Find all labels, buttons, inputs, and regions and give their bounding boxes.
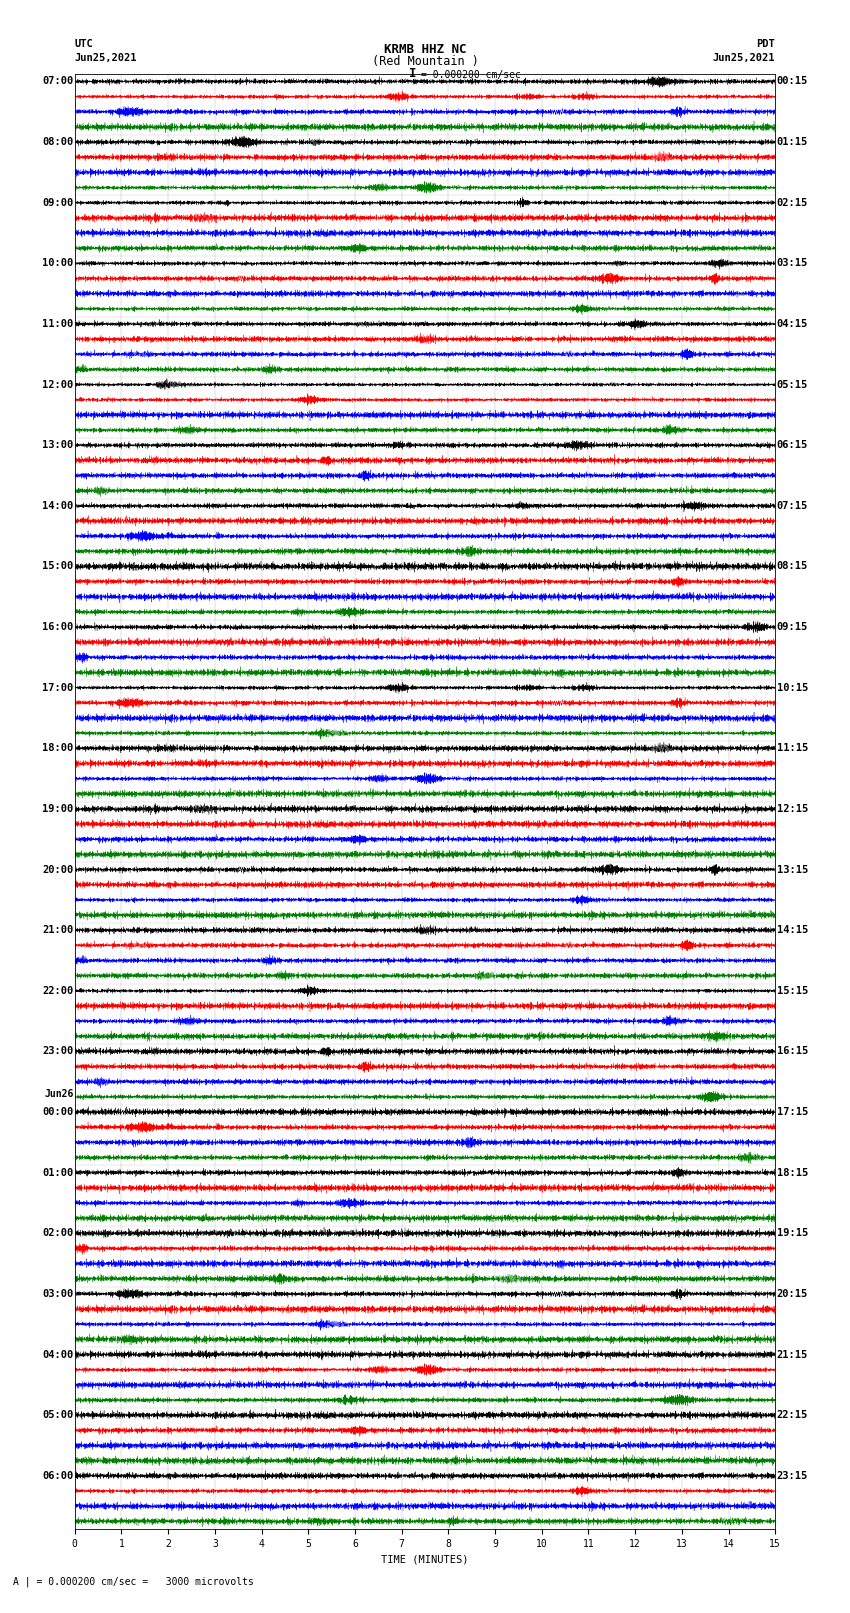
Text: 13:15: 13:15	[777, 865, 807, 874]
Text: 10:00: 10:00	[42, 258, 73, 268]
Text: 11:15: 11:15	[777, 744, 807, 753]
Text: 21:15: 21:15	[777, 1350, 807, 1360]
Text: = 0.000200 cm/sec: = 0.000200 cm/sec	[421, 69, 520, 79]
Text: 14:00: 14:00	[42, 500, 73, 511]
Text: 15:15: 15:15	[777, 986, 807, 995]
Text: 08:00: 08:00	[42, 137, 73, 147]
Text: 19:15: 19:15	[777, 1227, 807, 1239]
Text: 07:15: 07:15	[777, 500, 807, 511]
Text: 20:15: 20:15	[777, 1289, 807, 1298]
Text: 20:00: 20:00	[42, 865, 73, 874]
Text: 12:00: 12:00	[42, 379, 73, 390]
Text: PDT: PDT	[756, 39, 775, 50]
X-axis label: TIME (MINUTES): TIME (MINUTES)	[382, 1555, 468, 1565]
Text: 09:00: 09:00	[42, 198, 73, 208]
Text: 18:00: 18:00	[42, 744, 73, 753]
Text: 21:00: 21:00	[42, 926, 73, 936]
Text: 10:15: 10:15	[777, 682, 807, 692]
Text: 01:00: 01:00	[42, 1168, 73, 1177]
Text: A | = 0.000200 cm/sec =   3000 microvolts: A | = 0.000200 cm/sec = 3000 microvolts	[13, 1576, 253, 1587]
Text: Jun25,2021: Jun25,2021	[75, 53, 138, 63]
Text: 14:15: 14:15	[777, 926, 807, 936]
Text: 07:00: 07:00	[42, 76, 73, 87]
Text: 00:00: 00:00	[42, 1107, 73, 1118]
Text: 06:00: 06:00	[42, 1471, 73, 1481]
Text: 05:00: 05:00	[42, 1410, 73, 1419]
Text: I: I	[409, 66, 416, 79]
Text: 00:15: 00:15	[777, 76, 807, 87]
Text: 06:15: 06:15	[777, 440, 807, 450]
Text: 15:00: 15:00	[42, 561, 73, 571]
Text: 13:00: 13:00	[42, 440, 73, 450]
Text: 02:00: 02:00	[42, 1227, 73, 1239]
Text: KRMB HHZ NC: KRMB HHZ NC	[383, 42, 467, 56]
Text: Jun26: Jun26	[44, 1089, 73, 1098]
Text: 18:15: 18:15	[777, 1168, 807, 1177]
Text: 02:15: 02:15	[777, 198, 807, 208]
Text: 16:15: 16:15	[777, 1047, 807, 1057]
Text: 23:00: 23:00	[42, 1047, 73, 1057]
Text: 23:15: 23:15	[777, 1471, 807, 1481]
Text: 08:15: 08:15	[777, 561, 807, 571]
Text: 11:00: 11:00	[42, 319, 73, 329]
Text: 04:15: 04:15	[777, 319, 807, 329]
Text: 03:00: 03:00	[42, 1289, 73, 1298]
Text: 01:15: 01:15	[777, 137, 807, 147]
Text: UTC: UTC	[75, 39, 94, 50]
Text: 09:15: 09:15	[777, 623, 807, 632]
Text: 17:00: 17:00	[42, 682, 73, 692]
Text: 05:15: 05:15	[777, 379, 807, 390]
Text: 16:00: 16:00	[42, 623, 73, 632]
Text: 22:00: 22:00	[42, 986, 73, 995]
Text: 19:00: 19:00	[42, 803, 73, 815]
Text: 04:00: 04:00	[42, 1350, 73, 1360]
Text: 22:15: 22:15	[777, 1410, 807, 1419]
Text: 03:15: 03:15	[777, 258, 807, 268]
Text: 17:15: 17:15	[777, 1107, 807, 1118]
Text: Jun25,2021: Jun25,2021	[712, 53, 775, 63]
Text: (Red Mountain ): (Red Mountain )	[371, 55, 479, 68]
Text: 12:15: 12:15	[777, 803, 807, 815]
